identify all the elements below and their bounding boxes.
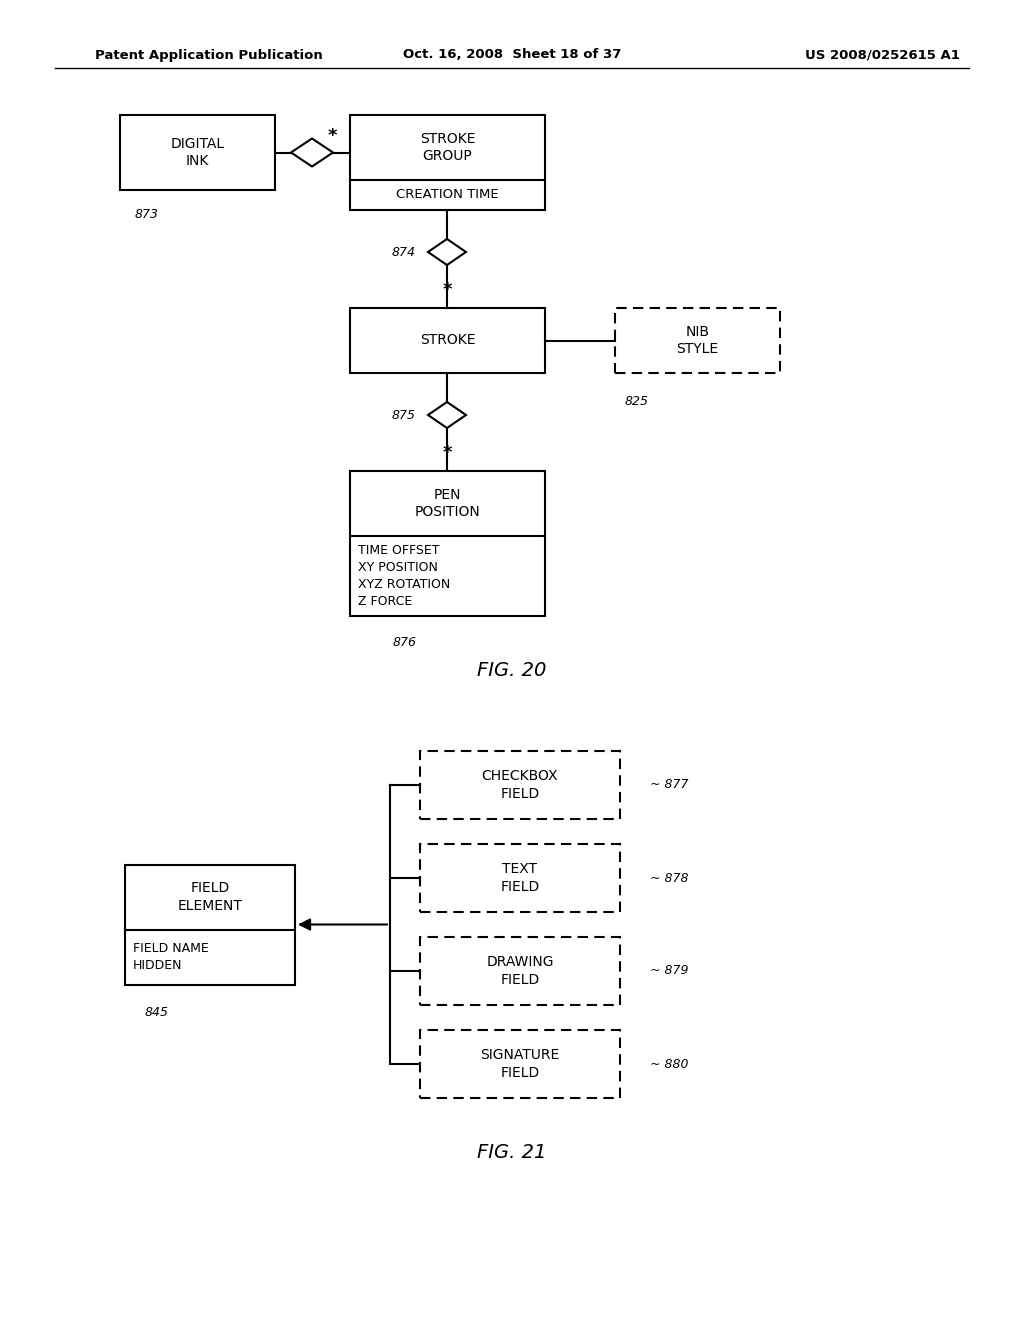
Bar — [420, 843, 620, 912]
Text: CHECKBOX
FIELD: CHECKBOX FIELD — [481, 770, 558, 801]
Text: PEN
POSITION: PEN POSITION — [415, 488, 480, 519]
Text: *: * — [442, 444, 452, 462]
Text: Oct. 16, 2008  Sheet 18 of 37: Oct. 16, 2008 Sheet 18 of 37 — [402, 49, 622, 62]
Text: ~ 879: ~ 879 — [650, 965, 688, 978]
Text: ~ 880: ~ 880 — [650, 1057, 688, 1071]
Text: CREATION TIME: CREATION TIME — [396, 189, 499, 202]
Bar — [420, 937, 620, 1005]
Text: ~ 878: ~ 878 — [650, 871, 688, 884]
Text: 874: 874 — [392, 246, 416, 259]
Text: 845: 845 — [145, 1006, 169, 1019]
Bar — [420, 751, 620, 818]
Bar — [125, 865, 295, 985]
Text: DIGITAL
INK: DIGITAL INK — [170, 137, 224, 168]
Text: STROKE: STROKE — [420, 334, 475, 347]
Bar — [615, 308, 780, 374]
Text: TIME OFFSET
XY POSITION
XYZ ROTATION
Z FORCE: TIME OFFSET XY POSITION XYZ ROTATION Z F… — [358, 544, 451, 609]
Text: US 2008/0252615 A1: US 2008/0252615 A1 — [805, 49, 961, 62]
Bar — [350, 471, 545, 616]
Text: FIELD
ELEMENT: FIELD ELEMENT — [177, 882, 243, 912]
Text: SIGNATURE
FIELD: SIGNATURE FIELD — [480, 1048, 560, 1080]
Text: FIG. 21: FIG. 21 — [477, 1143, 547, 1163]
Text: *: * — [442, 281, 452, 300]
Text: TEXT
FIELD: TEXT FIELD — [501, 862, 540, 894]
Text: 873: 873 — [135, 209, 159, 220]
Text: STROKE
GROUP: STROKE GROUP — [420, 132, 475, 164]
Text: DRAWING
FIELD: DRAWING FIELD — [486, 956, 554, 986]
Text: FIG. 20: FIG. 20 — [477, 661, 547, 681]
Text: ~ 877: ~ 877 — [650, 779, 688, 792]
Text: NIB
STYLE: NIB STYLE — [677, 325, 719, 356]
Text: FIELD NAME
HIDDEN: FIELD NAME HIDDEN — [133, 942, 209, 972]
Text: *: * — [328, 128, 337, 145]
Text: 876: 876 — [392, 636, 417, 649]
Bar — [420, 1030, 620, 1098]
Bar — [120, 115, 275, 190]
Text: 875: 875 — [392, 409, 416, 422]
Bar — [350, 115, 545, 210]
Text: Patent Application Publication: Patent Application Publication — [95, 49, 323, 62]
Text: 825: 825 — [625, 395, 649, 408]
Bar — [350, 308, 545, 374]
